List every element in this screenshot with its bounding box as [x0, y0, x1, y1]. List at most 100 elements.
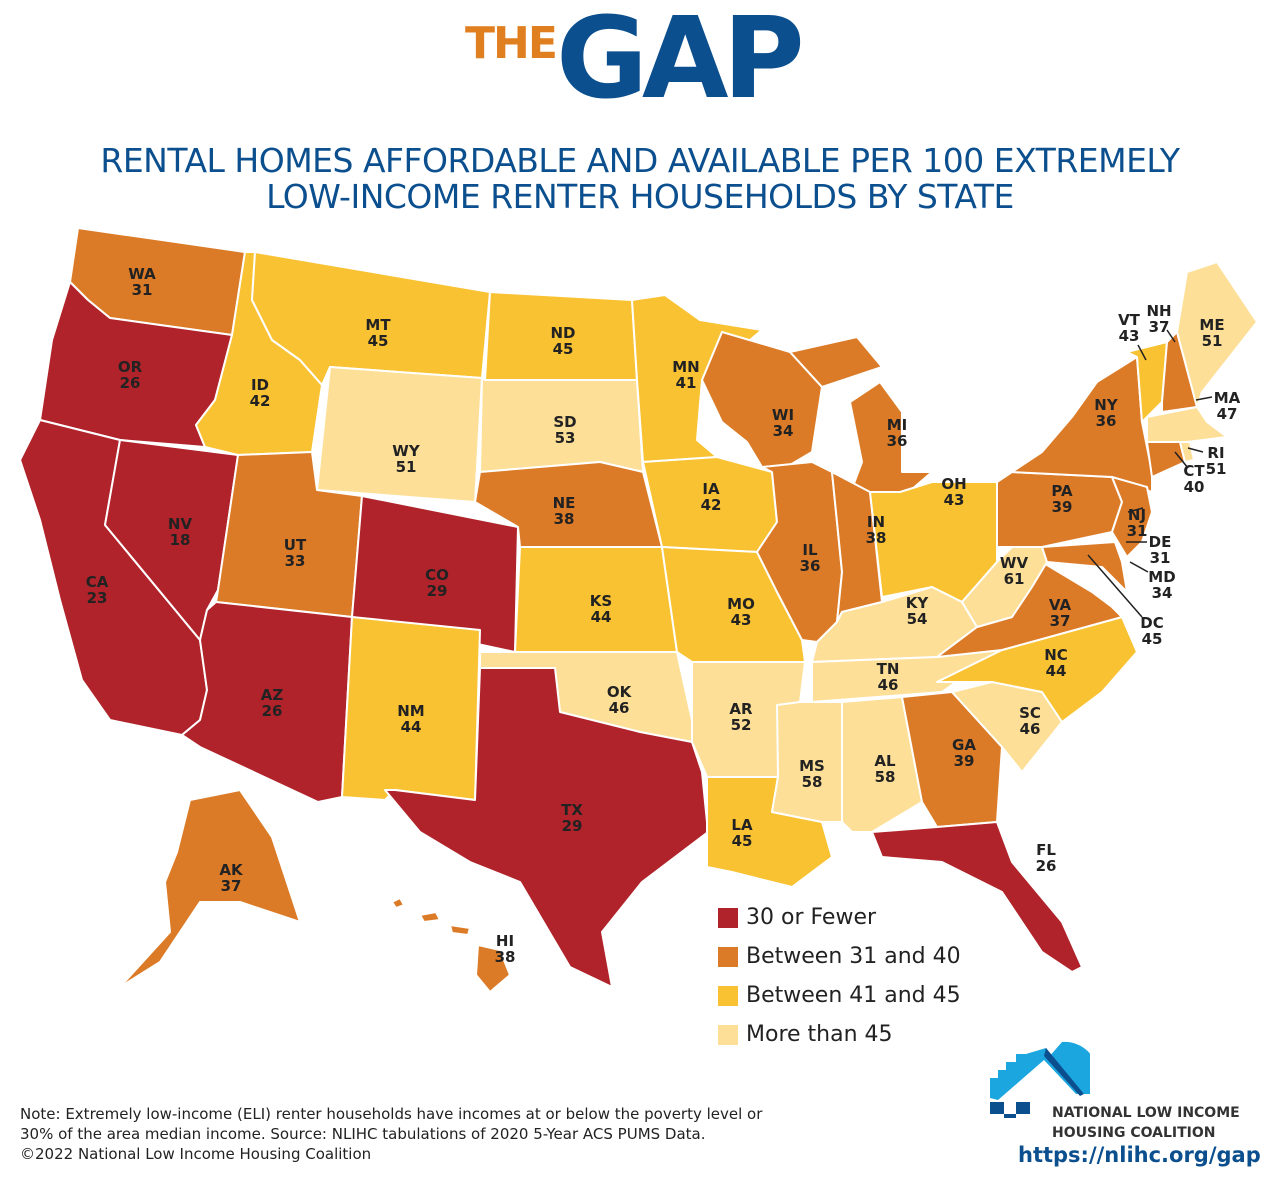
state-abbr: ME: [1199, 316, 1224, 334]
copyright-line: ©2022 National Low Income Housing Coalit…: [20, 1145, 372, 1163]
state-label-nv: NV 18: [168, 515, 193, 549]
state-value: 42: [701, 496, 722, 514]
state-label-in: IN 38: [866, 513, 887, 547]
state-label-ma: MA 47: [1214, 389, 1241, 423]
state-label-ms: MS 58: [799, 757, 825, 791]
state-value: 51: [1206, 460, 1227, 478]
state-abbr: SC: [1019, 704, 1041, 722]
state-label-fl: FL 26: [1036, 841, 1057, 875]
state-il[interactable]: [756, 461, 843, 643]
legend-label: More than 45: [746, 1022, 893, 1047]
state-ak[interactable]: [119, 789, 301, 988]
state-abbr: NE: [553, 494, 576, 512]
leader-line-nh: [1166, 329, 1176, 343]
state-abbr: WI: [772, 406, 794, 424]
state-ms[interactable]: [771, 701, 843, 823]
state-value: 44: [401, 718, 422, 736]
state-label-ks: KS 44: [590, 592, 612, 626]
state-abbr: KY: [906, 594, 930, 612]
state-abbr: MI: [887, 416, 908, 434]
state-label-nd: ND 45: [550, 324, 575, 358]
organization-name: NATIONAL LOW INCOME HOUSING COALITION: [1052, 1103, 1240, 1143]
state-abbr: WY: [392, 442, 421, 460]
state-label-az: AZ 26: [261, 686, 284, 720]
website-link[interactable]: https://nlihc.org/gap: [1018, 1143, 1261, 1167]
state-abbr: TX: [561, 801, 583, 819]
state-label-al: AL 58: [874, 752, 896, 786]
legend-swatch: [718, 946, 738, 967]
state-value: 31: [132, 281, 153, 299]
state-value: 53: [555, 429, 576, 447]
legend: 30 or Fewer Between 31 and 40 Between 41…: [718, 898, 961, 1054]
state-hi[interactable]: [391, 897, 511, 993]
state-abbr: CA: [86, 573, 109, 591]
state-abbr: CO: [425, 566, 449, 584]
state-label-mi: MI 36: [887, 416, 908, 450]
state-abbr: SD: [553, 413, 576, 431]
state-label-ia: IA 42: [701, 480, 722, 514]
state-label-id: ID 42: [250, 376, 271, 410]
state-value: 58: [802, 773, 823, 791]
state-label-ny: NY 36: [1094, 396, 1119, 430]
map-subtitle: RENTAL HOMES AFFORDABLE AND AVAILABLE PE…: [0, 143, 1280, 215]
state-mt[interactable]: [251, 251, 491, 386]
state-abbr: AL: [874, 752, 896, 770]
state-label-ct: CT 40: [1183, 462, 1205, 496]
logo-gap: GAP: [556, 0, 805, 124]
state-abbr: MD: [1148, 568, 1175, 586]
leader-line-ma: [1195, 396, 1213, 401]
state-ny[interactable]: [1011, 356, 1153, 493]
state-abbr: MO: [727, 595, 755, 613]
state-value: 33: [285, 552, 306, 570]
state-value: 44: [591, 608, 612, 626]
state-value: 51: [396, 458, 417, 476]
state-value: 40: [1184, 478, 1205, 496]
state-value: 18: [170, 531, 191, 549]
state-abbr: AZ: [261, 686, 284, 704]
state-value: 37: [1050, 612, 1071, 630]
state-label-mn: MN 41: [672, 358, 699, 392]
state-label-il: IL 36: [800, 541, 821, 575]
state-ma[interactable]: [1146, 406, 1228, 443]
state-value: 46: [1020, 720, 1041, 738]
state-label-mo: MO 43: [727, 595, 755, 629]
state-nj[interactable]: [1111, 476, 1153, 558]
state-abbr: AK: [219, 861, 244, 879]
state-value: 38: [495, 948, 516, 966]
state-value: 45: [1142, 630, 1163, 648]
state-abbr: VA: [1049, 596, 1072, 614]
legend-swatch: [718, 907, 738, 928]
state-abbr: NY: [1094, 396, 1119, 414]
legend-label: 30 or Fewer: [746, 905, 877, 930]
legend-swatch: [718, 1024, 738, 1045]
legend-label: Between 41 and 45: [746, 983, 961, 1008]
state-value: 44: [1046, 662, 1067, 680]
state-abbr: MS: [799, 757, 825, 775]
legend-swatch: [718, 985, 738, 1006]
state-mi[interactable]: [789, 336, 933, 503]
state-value: 23: [87, 589, 108, 607]
state-abbr: MT: [365, 316, 391, 334]
state-label-wa: WA 31: [128, 265, 156, 299]
state-label-ky: KY 54: [906, 594, 930, 628]
legend-item: Between 41 and 45: [718, 976, 961, 1015]
state-label-tn: TN 46: [877, 660, 900, 694]
state-label-ar: AR 52: [729, 700, 753, 734]
state-wy[interactable]: [316, 366, 483, 503]
state-label-co: CO 29: [425, 566, 449, 600]
legend-item: More than 45: [718, 1015, 961, 1054]
state-ct[interactable]: [1146, 441, 1186, 478]
state-fl[interactable]: [871, 821, 1083, 973]
state-label-la: LA 45: [731, 816, 753, 850]
state-tx[interactable]: [384, 667, 709, 988]
state-label-or: OR 26: [118, 358, 143, 392]
state-value: 36: [887, 432, 908, 450]
state-label-dc: DC 45: [1140, 614, 1163, 648]
state-abbr: NJ: [1128, 506, 1146, 524]
state-value: 26: [1036, 857, 1057, 875]
state-ri[interactable]: [1179, 441, 1195, 463]
state-label-nm: NM 44: [397, 702, 424, 736]
state-value: 45: [553, 340, 574, 358]
state-value: 41: [676, 374, 697, 392]
state-value: 39: [1052, 498, 1073, 516]
